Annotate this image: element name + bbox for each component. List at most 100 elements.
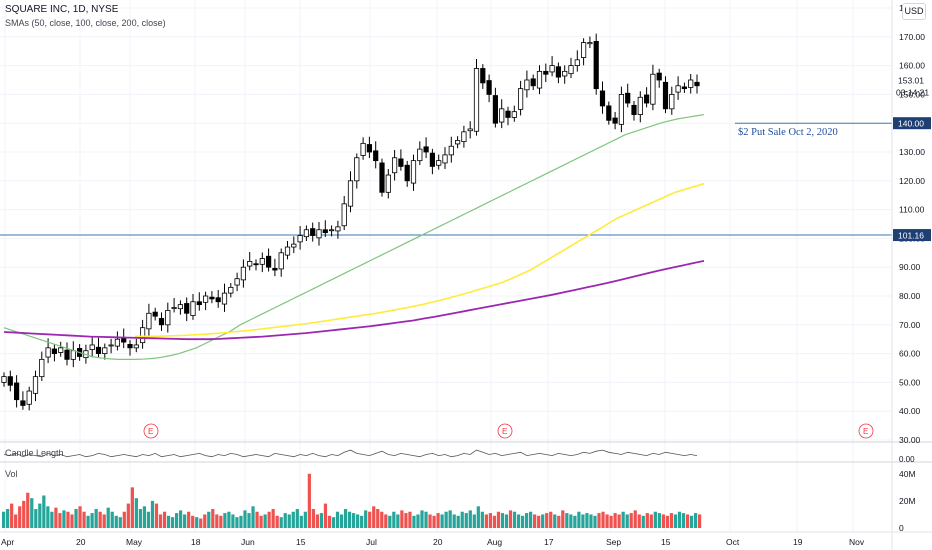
candle-body: [165, 309, 171, 326]
candle-body: [581, 42, 587, 58]
volume-bar: [440, 514, 444, 528]
candle-body: [1, 376, 7, 383]
volume-bar: [597, 513, 601, 528]
candle-body: [247, 261, 253, 267]
candle-body: [215, 297, 221, 303]
volume-bar: [231, 514, 235, 528]
volume-bar: [420, 510, 424, 528]
time-tick-label: Jul: [366, 537, 377, 547]
symbol-title: SQUARE INC, 1D, NYSE: [5, 4, 119, 15]
volume-pane: 40M 20M 0: [2, 469, 916, 533]
volume-bar: [601, 511, 605, 528]
time-tick-label: Aug: [487, 537, 502, 547]
volume-bar: [685, 514, 690, 528]
candle-body: [454, 140, 461, 145]
volume-bar: [657, 513, 661, 528]
grid: [0, 0, 892, 532]
volume-bar: [408, 511, 412, 528]
candle-body: [26, 390, 32, 405]
earnings-marker-label: E: [502, 427, 507, 436]
volume-bar: [219, 515, 223, 528]
time-tick-label: 15: [661, 537, 671, 547]
candle-body: [39, 358, 45, 378]
volume-bar: [356, 514, 360, 528]
currency-button[interactable]: USD: [902, 3, 926, 20]
volume-bar: [649, 514, 653, 528]
volume-bar: [464, 513, 468, 528]
volume-bar: [484, 514, 488, 528]
candle-body: [121, 337, 127, 343]
candle-body: [70, 350, 76, 360]
level-line-price-label: 101.16: [898, 231, 924, 241]
volume-bar: [364, 510, 368, 528]
candle-body: [625, 92, 631, 104]
volume-label[interactable]: Vol: [5, 469, 18, 479]
volume-bar: [247, 513, 251, 528]
time-axis[interactable]: Apr 20 May 18 Jun 15 Jul 20 Aug 17 Sep 15 Oct 19 Nov: [0, 531, 932, 547]
candle-body: [45, 347, 51, 358]
candle-body: [322, 229, 328, 234]
candle-body: [152, 311, 158, 317]
volume-tick-label: 40M: [899, 469, 916, 479]
candle-body: [108, 344, 114, 347]
sma-legend[interactable]: SMAs (50, close, 100, close, 200, close): [5, 18, 166, 28]
volume-bar: [215, 514, 219, 528]
volume-bar: [492, 515, 497, 528]
candle-body: [662, 81, 669, 110]
volume-bar: [468, 510, 472, 528]
volume-bar: [130, 487, 134, 528]
volume-bar: [102, 514, 106, 528]
volume-bar: [424, 511, 428, 528]
volume-bar: [195, 517, 199, 528]
volume-bar: [295, 509, 299, 528]
volume-bar: [259, 515, 263, 528]
volume-bar: [488, 513, 493, 528]
price-tick-label: 90.00: [899, 262, 921, 272]
candle-body: [379, 162, 385, 193]
volume-bar: [629, 513, 633, 528]
volume-bar: [343, 509, 348, 528]
candle-body: [391, 157, 398, 174]
candle-body: [410, 160, 417, 184]
candle-body: [184, 303, 190, 314]
volume-bar: [472, 514, 476, 528]
sma-50-line: [3, 113, 705, 360]
price-tick-label: 130.00: [899, 147, 925, 157]
candle-body: [587, 42, 593, 45]
price-tick-label: 170.00: [899, 32, 925, 42]
volume-bar: [384, 514, 388, 528]
candle-body: [599, 90, 606, 107]
sma-lines: [3, 113, 705, 360]
volume-bar: [50, 511, 54, 528]
volume-bar: [537, 515, 541, 528]
volume-bar: [613, 513, 617, 528]
candle-body: [259, 258, 265, 265]
volume-bar: [267, 511, 271, 528]
annotations: 153.01 03:14:21 140.00 101.16: [893, 76, 931, 242]
volume-bar: [299, 515, 303, 528]
candle-body: [562, 70, 568, 77]
volume-bar: [279, 517, 283, 528]
candle-body: [511, 111, 517, 118]
candle-body: [51, 348, 58, 355]
candle-body: [675, 85, 681, 93]
earnings-marker-icon: [143, 423, 159, 439]
volume-bar: [693, 513, 698, 528]
candle-length-label[interactable]: Candle Length: [5, 448, 64, 458]
volume-bar: [368, 511, 372, 528]
volume-bar: [512, 511, 517, 528]
price-tick-label: 110.00: [899, 205, 925, 215]
volume-bar: [585, 513, 589, 528]
volume-bar: [448, 510, 452, 528]
volume-bar: [54, 507, 58, 528]
volume-bar: [118, 517, 122, 528]
candle-body: [64, 349, 70, 360]
time-tick-label: 17: [544, 537, 554, 547]
time-tick-label: 19: [793, 537, 803, 547]
volume-bar: [30, 498, 34, 528]
put-line-price-label-box: [893, 117, 931, 130]
volume-bar: [162, 511, 167, 528]
volume-bar: [14, 514, 18, 528]
